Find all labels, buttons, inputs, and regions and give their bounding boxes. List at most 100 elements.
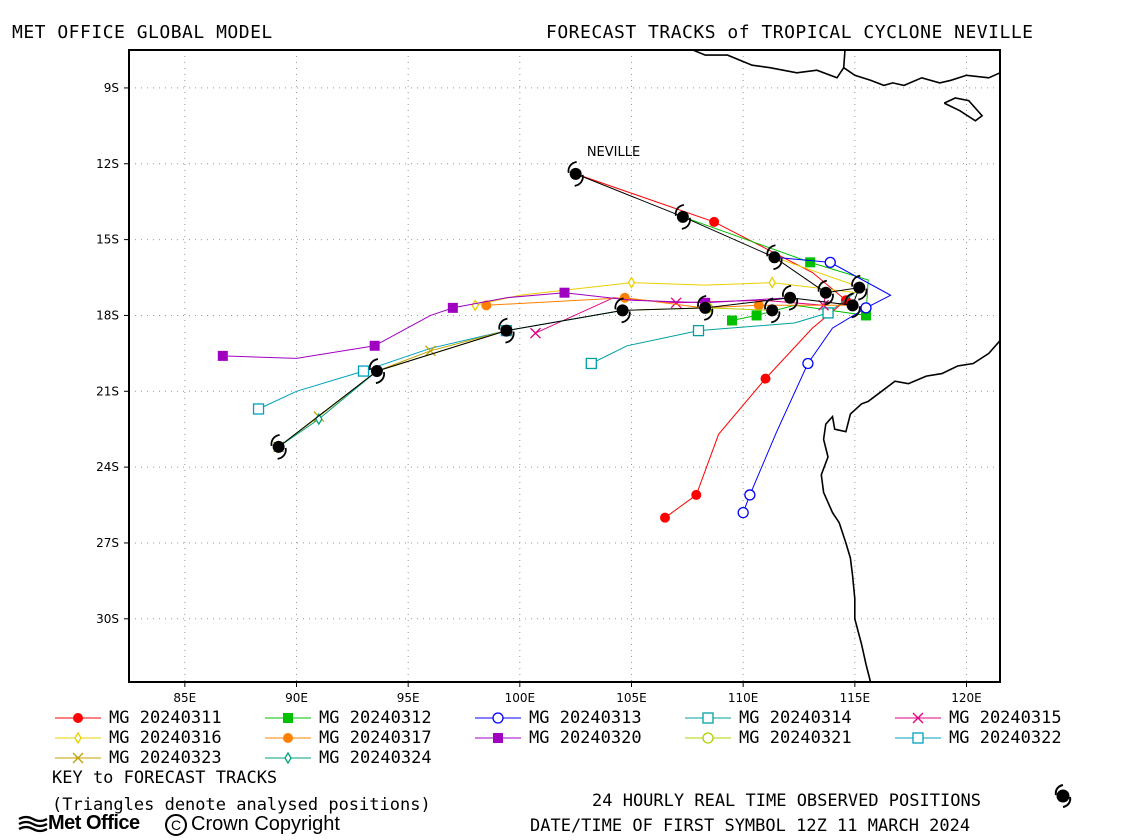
plot-frame (128, 49, 1001, 683)
forecast-point (824, 256, 836, 269)
lat-tick-label: 24S (96, 460, 119, 474)
forecast-point (559, 287, 570, 298)
java-coastline (690, 50, 846, 79)
forecast-track-line (258, 309, 623, 410)
legend-label: MG 20240314 (739, 708, 852, 728)
lon-tick-label: 120E (951, 691, 982, 705)
forecast-track (252, 309, 623, 415)
observed-cyclone-symbol (766, 244, 783, 271)
forecast-track (737, 256, 892, 519)
copyright: C Crown Copyright (165, 813, 340, 836)
legend-label: MG 20240312 (319, 708, 432, 728)
forecast-point (727, 315, 737, 326)
observed-cyclone-symbol (498, 317, 515, 344)
observed-cyclone-symbol (614, 297, 631, 324)
observed-cyclone-symbol (781, 284, 799, 311)
lon-tick-label: 90E (285, 691, 308, 705)
legend-swatch (265, 713, 311, 723)
forecast-point (670, 297, 682, 309)
forecast-point (217, 350, 228, 361)
observed-positions-label: 24 HOURLY REAL TIME OBSERVED POSITIONS (592, 791, 981, 811)
forecast-point (805, 257, 816, 268)
legend-swatch (475, 712, 521, 724)
forecast-point (252, 403, 265, 415)
observed-cyclone-symbol (674, 203, 691, 230)
forecast-point (691, 489, 702, 500)
header-left-title: MET OFFICE GLOBAL MODEL (12, 22, 273, 43)
legend-label: MG 20240322 (949, 728, 1062, 748)
forecast-point (760, 373, 771, 384)
legend-item: MG 20240324 (265, 748, 432, 768)
legend-label: MG 20240320 (529, 728, 642, 748)
forecast-point (447, 302, 458, 313)
legend-swatch (895, 712, 941, 724)
lat-tick-label: 18S (96, 308, 119, 322)
legend-item: MG 20240314 (685, 708, 852, 728)
storm-name-label: NEVILLE (587, 145, 640, 160)
legend-label: MG 20240324 (319, 748, 432, 768)
legend-item: MG 20240315 (895, 708, 1062, 728)
legend-label: MG 20240313 (529, 708, 642, 728)
madura-coastline (801, 32, 832, 42)
observed-track-line (278, 173, 861, 448)
forecast-point (369, 340, 380, 351)
forecast-tracks (217, 173, 892, 523)
forecast-point (802, 357, 814, 370)
legend-swatch (475, 733, 521, 743)
forecast-point (660, 512, 670, 523)
legend-item: MG 20240323 (55, 748, 222, 768)
lat-tick-label: 27S (96, 536, 119, 550)
forecast-point (585, 357, 597, 370)
lon-tick-label: 115E (840, 691, 871, 705)
lon-tick-label: 95E (397, 691, 420, 705)
met-office-wave-icon (18, 815, 48, 832)
lat-tick-label: 9S (104, 81, 119, 95)
forecast-point (860, 302, 872, 314)
legend-item: MG 20240322 (895, 728, 1062, 748)
forecast-point (737, 506, 749, 519)
forecast-point (530, 327, 541, 339)
observed-cyclone-symbol (764, 297, 781, 324)
forecast-track-line (222, 292, 791, 359)
forecast-point (692, 324, 705, 337)
legend-swatch (685, 732, 731, 744)
legend-swatch (685, 712, 731, 724)
copyright-text: Crown Copyright (191, 813, 340, 835)
legend-swatch (265, 733, 311, 743)
lat-tick-label: 12S (96, 157, 119, 171)
lat-tick-label: 15S (96, 233, 119, 247)
legend-label: MG 20240311 (109, 708, 222, 728)
forecast-point (709, 216, 720, 227)
legend-label: MG 20240315 (949, 708, 1062, 728)
legend-item: MG 20240321 (685, 728, 852, 748)
met-office-logo: Met Office (18, 812, 140, 835)
forecast-point (822, 307, 834, 319)
grid (129, 50, 1000, 682)
legend-swatch (55, 731, 101, 745)
forecast-point (481, 300, 492, 311)
legend-swatch (265, 751, 311, 765)
legend-swatch (895, 732, 941, 744)
forecast-track-line (475, 256, 863, 306)
forecast-point (627, 276, 636, 289)
forecast-track-line (278, 330, 507, 448)
legend-label: MG 20240317 (319, 728, 432, 748)
forecast-track (585, 287, 862, 370)
copyright-icon: C (165, 813, 187, 836)
first-symbol-label: DATE/TIME OF FIRST SYMBOL 12Z 11 MARCH 2… (530, 816, 971, 836)
forecast-point (768, 276, 776, 289)
observed-cyclone-symbol (817, 279, 834, 306)
legend-item: MG 20240313 (475, 708, 642, 728)
forecast-point (425, 345, 436, 357)
legend-label: MG 20240323 (109, 748, 222, 768)
legend-item: MG 20240320 (475, 728, 642, 748)
observed-positions (270, 160, 868, 460)
forecast-track-line (575, 173, 847, 519)
forecast-track (217, 287, 791, 361)
observed-cyclone-symbol (851, 274, 868, 301)
legend-item: MG 20240311 (55, 708, 222, 728)
legend-label: MG 20240316 (109, 728, 222, 748)
lesser-sunda-coastline (843, 67, 1000, 87)
forecast-track (682, 216, 871, 326)
lon-tick-label: 105E (616, 691, 647, 705)
